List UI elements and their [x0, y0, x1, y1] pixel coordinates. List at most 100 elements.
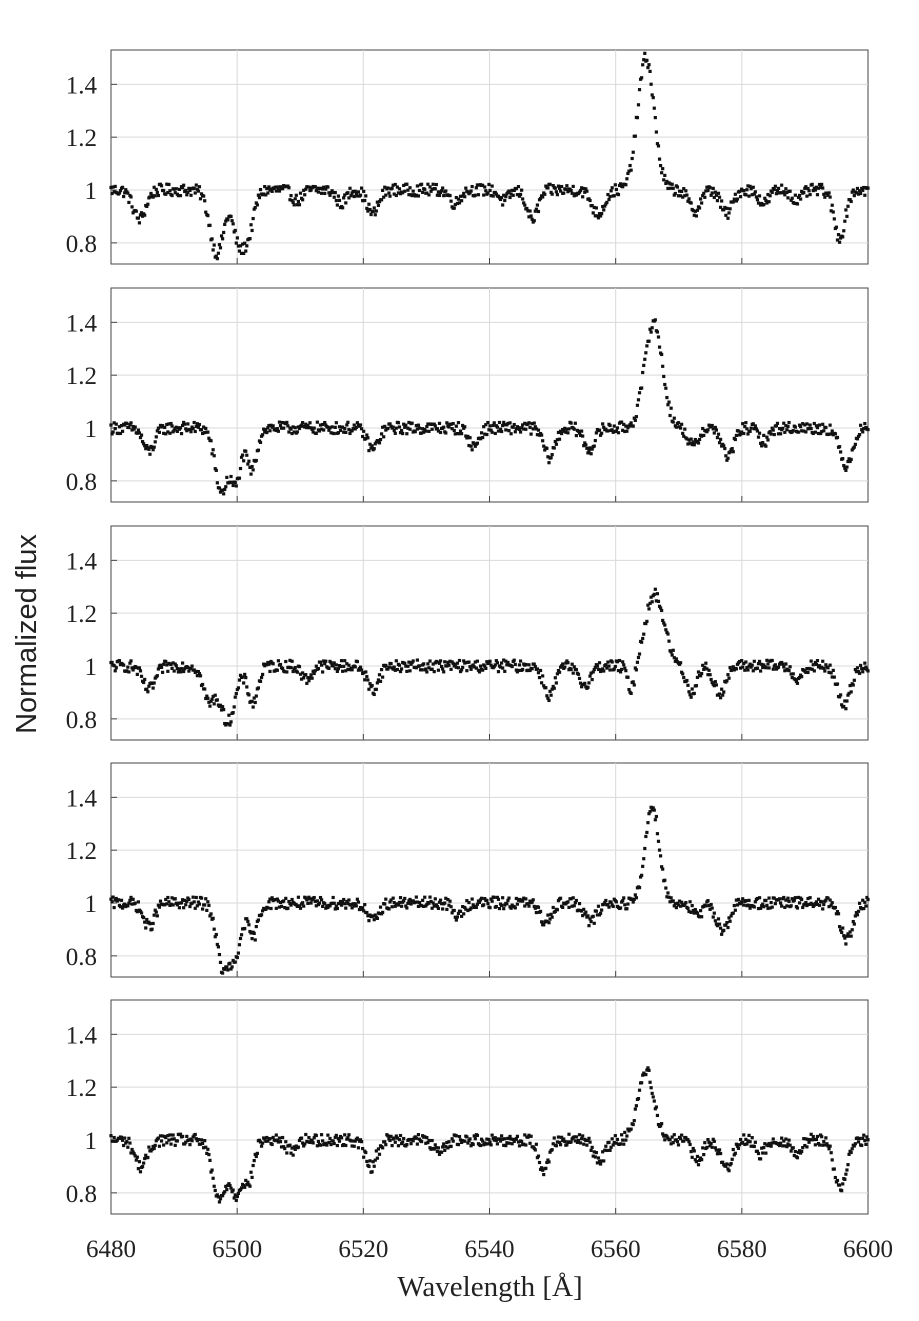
data-point — [543, 192, 547, 196]
data-point — [391, 896, 395, 900]
data-point — [667, 639, 671, 643]
data-point — [567, 427, 571, 431]
y-tick-label: 1.4 — [66, 1022, 98, 1049]
data-point — [533, 1148, 537, 1152]
data-point — [652, 592, 656, 596]
data-point — [616, 668, 621, 673]
data-point — [245, 244, 249, 248]
data-point — [459, 914, 464, 918]
data-point — [653, 818, 657, 822]
data-point — [456, 911, 461, 915]
data-point — [236, 951, 240, 955]
data-point — [195, 422, 199, 426]
data-point — [685, 678, 689, 683]
data-point — [175, 903, 179, 907]
data-point — [507, 429, 511, 433]
data-point — [155, 914, 159, 918]
data-point — [381, 910, 385, 914]
data-point — [156, 426, 160, 430]
data-point — [566, 190, 570, 194]
data-point — [167, 182, 171, 187]
data-point — [626, 171, 630, 176]
data-point — [311, 669, 315, 673]
data-point — [179, 432, 184, 436]
data-point — [598, 669, 603, 674]
data-point — [344, 201, 348, 205]
data-point — [218, 703, 223, 707]
data-point — [267, 185, 271, 189]
data-point — [522, 896, 526, 900]
data-point — [186, 665, 190, 670]
data-point — [353, 902, 357, 906]
data-point — [383, 1140, 387, 1144]
data-point — [310, 427, 314, 431]
data-point — [656, 1122, 661, 1127]
data-point — [156, 903, 160, 907]
data-point — [131, 897, 135, 901]
data-point — [826, 193, 830, 197]
data-point — [723, 205, 727, 210]
data-point — [125, 669, 129, 673]
data-point — [784, 1137, 788, 1141]
data-point — [849, 690, 853, 694]
data-point — [733, 908, 737, 912]
data-point — [367, 1164, 371, 1169]
data-point — [173, 1143, 177, 1147]
data-point — [288, 1143, 292, 1147]
data-point — [805, 903, 809, 908]
data-point — [755, 198, 760, 202]
data-point — [846, 204, 850, 208]
data-point — [717, 195, 722, 199]
data-point — [203, 903, 207, 907]
data-point — [353, 189, 357, 193]
data-point — [634, 668, 638, 672]
data-point — [275, 1138, 279, 1142]
data-point — [540, 920, 544, 924]
data-point — [698, 909, 703, 913]
data-point — [535, 203, 540, 207]
data-point — [375, 200, 379, 204]
data-point — [112, 664, 116, 668]
data-point — [511, 425, 515, 429]
data-point — [696, 670, 701, 674]
data-point — [432, 422, 436, 426]
data-point — [831, 210, 835, 214]
data-point — [469, 189, 473, 193]
data-point — [112, 1135, 116, 1140]
data-point — [138, 669, 143, 673]
data-point — [378, 437, 383, 442]
data-point — [793, 1149, 797, 1154]
data-point — [129, 421, 133, 425]
data-point — [720, 199, 724, 203]
data-point — [852, 194, 856, 198]
data-point — [266, 191, 270, 195]
data-point — [148, 922, 152, 926]
data-point — [442, 194, 446, 198]
data-point — [847, 1152, 851, 1156]
data-point — [192, 900, 196, 904]
data-point — [167, 1138, 171, 1142]
data-point — [647, 1068, 651, 1072]
data-point — [564, 661, 568, 665]
data-point — [555, 438, 560, 442]
data-point — [172, 428, 176, 432]
data-point — [530, 900, 534, 904]
data-point — [386, 667, 390, 671]
data-point — [543, 448, 547, 452]
data-point — [293, 197, 297, 201]
data-point — [714, 1148, 718, 1152]
data-point — [233, 1193, 237, 1197]
data-point — [343, 426, 347, 431]
data-point — [278, 185, 283, 189]
data-point — [342, 196, 346, 200]
data-point — [309, 901, 313, 905]
data-point — [518, 430, 523, 434]
data-point — [804, 430, 808, 434]
data-point — [209, 439, 213, 443]
data-point — [436, 190, 441, 194]
data-point — [702, 433, 706, 438]
data-point — [657, 345, 662, 349]
data-point — [472, 1134, 476, 1138]
data-point — [756, 662, 761, 666]
data-point — [745, 666, 749, 670]
